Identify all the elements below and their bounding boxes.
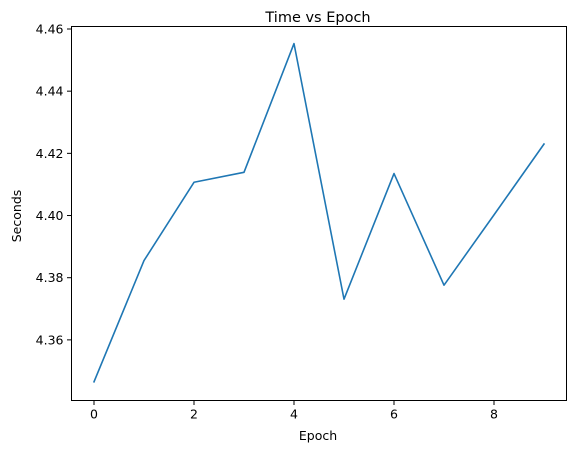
series-line-0 [92,42,546,383]
y-tick-label: 4.44 [36,84,64,99]
x-axis-label: Epoch [299,428,337,443]
x-tick-label: 8 [490,407,498,422]
y-axis-label: Seconds [9,190,24,243]
y-tick-label: 4.36 [36,332,64,347]
plot-area [92,42,546,383]
chart-title: Time vs Epoch [264,10,370,26]
y-tick-label: 4.42 [36,146,64,161]
x-tick-label: 6 [390,407,398,422]
x-tick-label: 4 [290,407,298,422]
y-tick-label: 4.46 [36,21,64,36]
x-axis: 0 2 4 6 8 [90,400,498,422]
y-tick-label: 4.38 [36,270,64,285]
y-tick-label: 4.40 [36,208,64,223]
plot-frame [71,26,567,401]
y-axis: 4.36 4.38 4.40 4.42 4.44 4.46 [36,21,72,347]
x-tick-label: 0 [90,407,98,422]
x-tick-label: 2 [190,407,198,422]
